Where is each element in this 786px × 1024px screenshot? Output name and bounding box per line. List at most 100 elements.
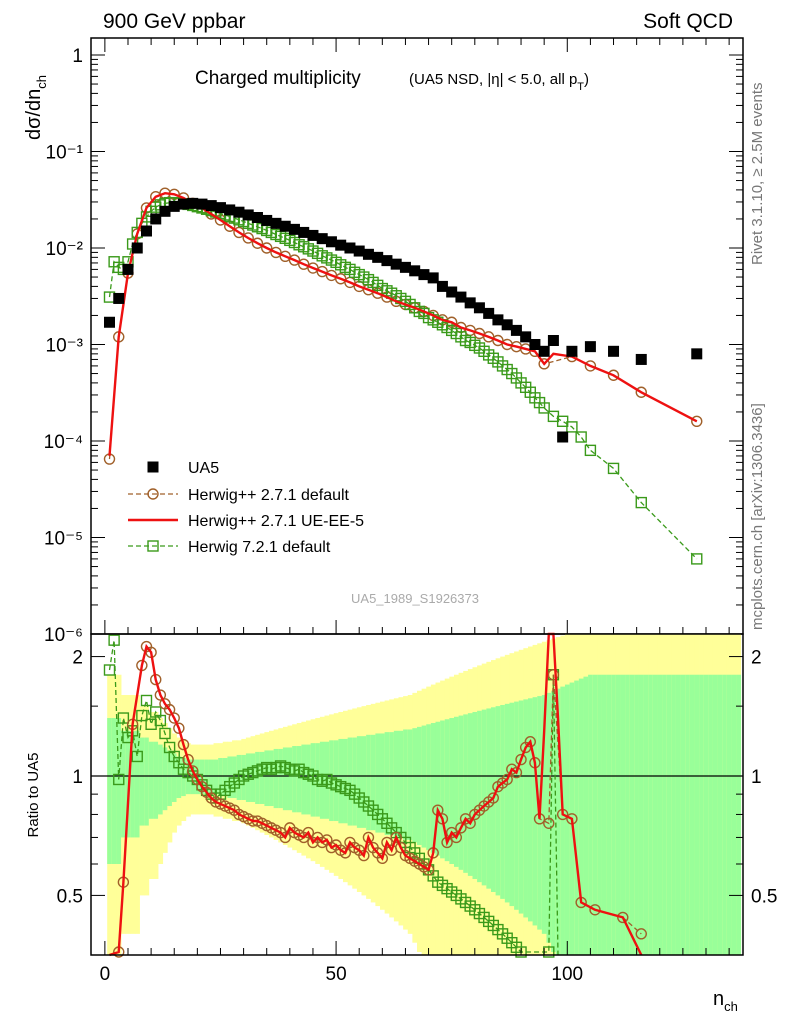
main-point-ua5 <box>177 198 189 210</box>
main-point-ua5 <box>140 225 152 237</box>
main-point-herwig-7-2-1-default <box>584 444 597 457</box>
main-point-ua5 <box>691 348 703 360</box>
main-point-herwig-7-2-1-default <box>575 431 587 443</box>
band-inner <box>518 700 524 914</box>
title-qualifier-text: (UA5 NSD, |η| < 5.0, all p <box>409 71 577 88</box>
ratio-point-herwig-7-2-1-default <box>131 750 143 763</box>
band-inner <box>273 748 279 809</box>
band-inner <box>555 688 561 955</box>
main-point-herwig-2-7-1-default <box>270 246 282 259</box>
main-point-ua5 <box>261 214 273 226</box>
ratio-point-herwig-7-2-1-default <box>515 946 527 958</box>
ratio-y-tick-label-right: 2 <box>751 648 762 669</box>
main-point-herwig-2-7-1-default <box>261 242 273 254</box>
legend-marker <box>147 540 159 552</box>
band-inner <box>597 674 603 955</box>
main-point-ua5 <box>122 263 134 275</box>
ratio-point-herwig-2-7-1-default <box>163 703 176 716</box>
main-point-ua5 <box>316 233 328 245</box>
main-point-ua5 <box>635 353 647 365</box>
main-point-ua5 <box>270 217 282 229</box>
band-inner <box>541 695 547 934</box>
band-inner <box>638 674 644 955</box>
main-y-label-text: dσ/dn <box>23 89 45 140</box>
main-point-ua5 <box>196 198 208 210</box>
ratio-x-tick-label: 100 <box>551 964 583 985</box>
legend-item-herwig-2-7-1-ue-ee-5: Herwig++ 2.7.1 UE-EE-5 <box>128 513 364 530</box>
main-point-herwig-2-7-1-default <box>607 369 620 381</box>
main-line-herwig-2-7-1-default <box>108 192 698 460</box>
main-point-ua5 <box>335 239 347 251</box>
main-point-ua5 <box>510 324 522 336</box>
main-point-ua5 <box>205 200 217 212</box>
ratio-bands <box>91 634 743 955</box>
main-point-ua5 <box>233 206 245 218</box>
main-point-herwig-7-2-1-default <box>635 496 647 509</box>
main-point-herwig-2-7-1-default <box>242 232 254 244</box>
band-inner <box>514 701 520 910</box>
band-inner <box>532 697 538 926</box>
ratio-point-herwig-2-7-1-default <box>154 689 167 701</box>
band-inner <box>588 674 594 955</box>
band-inner <box>204 759 210 795</box>
main-point-ua5 <box>159 205 171 217</box>
ratio-point-herwig-2-7-1-default <box>339 847 352 859</box>
band-inner <box>398 730 404 838</box>
main-point-herwig-2-7-1-default <box>635 386 647 398</box>
ratio-point-herwig-7-2-1-default <box>159 727 171 740</box>
band-inner <box>444 719 450 862</box>
main-line-herwig-2-7-1-ue-ee-5 <box>108 191 698 456</box>
band-inner <box>389 732 395 835</box>
main-y-label-sub: ch <box>34 75 49 89</box>
main-point-herwig-7-2-1-default <box>691 553 703 565</box>
band-inner <box>629 674 635 955</box>
ratio-y-tick-label-right: 0.5 <box>751 886 777 907</box>
ratio-point-herwig-2-7-1-default <box>390 831 402 844</box>
main-point-ua5 <box>464 297 476 309</box>
band-inner <box>620 674 626 955</box>
band-inner <box>504 703 510 903</box>
main-series-herwig-2-7-1-default <box>103 187 703 465</box>
ratio-point-herwig-2-7-1-default <box>455 822 467 834</box>
main-point-ua5 <box>298 226 310 238</box>
main-point-ua5 <box>224 204 236 216</box>
ratio-point-herwig-7-2-1-default <box>117 712 130 724</box>
main-point-ua5 <box>427 272 439 284</box>
band-inner <box>130 730 136 838</box>
main-point-ua5 <box>418 269 430 281</box>
main-point-ua5 <box>325 236 337 248</box>
band-inner <box>278 748 284 809</box>
ratio-y-tick-label: 2 <box>72 648 83 669</box>
band-inner <box>648 674 654 955</box>
main-point-ua5 <box>557 431 569 443</box>
band-inner <box>463 714 469 873</box>
main-y-tick-label: 10⁻⁶ <box>44 625 83 646</box>
band-inner <box>583 676 589 955</box>
main-point-herwig-7-2-1-default <box>538 402 550 414</box>
main-y-tick-label: 1 <box>72 46 83 67</box>
ratio-series-herwig-2-7-1-ue-ee-5 <box>109 632 643 957</box>
main-point-ua5 <box>187 197 199 209</box>
band-inner <box>292 746 298 813</box>
band-inner <box>643 674 649 955</box>
band-inner <box>361 736 367 828</box>
band-inner <box>222 758 228 797</box>
main-point-ua5 <box>483 307 495 319</box>
legend-marker <box>147 461 159 473</box>
band-inner <box>689 674 695 955</box>
main-series-ua5 <box>103 197 703 443</box>
band-inner <box>356 736 362 828</box>
x-axis-label-sub: ch <box>724 999 738 1014</box>
main-point-herwig-2-7-1-default <box>492 334 504 347</box>
main-y-label: dσ/dnch <box>23 75 49 140</box>
ratio-point-herwig-2-7-1-default <box>464 817 476 829</box>
main-point-ua5 <box>362 248 374 260</box>
ratio-point-herwig-2-7-1-default <box>543 817 555 829</box>
band-inner <box>352 737 358 826</box>
band-inner <box>666 674 672 955</box>
x-axis-label-text: n <box>713 988 724 1010</box>
analysis-id: UA5_1989_S1926373 <box>351 591 479 606</box>
main-point-ua5 <box>538 345 550 357</box>
main-point-herwig-2-7-1-default <box>298 258 310 270</box>
